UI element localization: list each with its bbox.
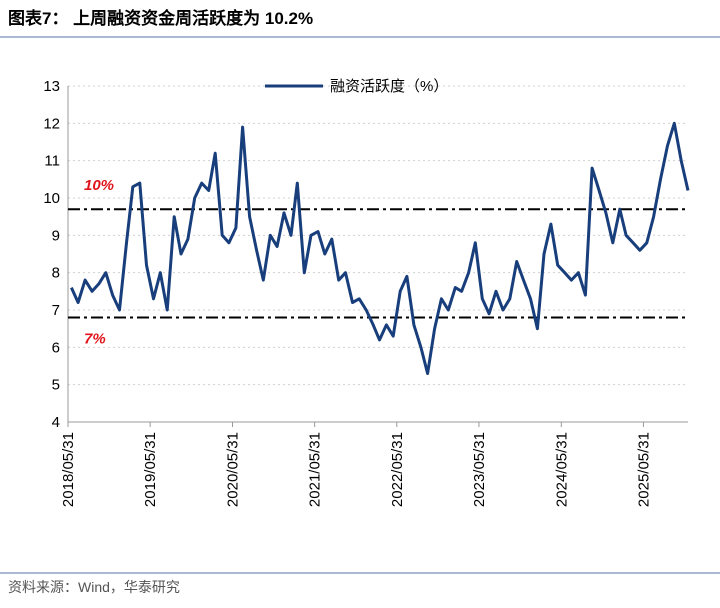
y-tick-label: 11 [44,153,60,170]
source: 资料来源：Wind，华泰研究 [8,579,180,595]
y-tick-label: 4 [52,414,60,431]
x-tick-label: 2025/05/31 [635,432,652,507]
y-tick-label: 6 [52,339,60,356]
annotation: 7% [84,330,106,347]
y-tick-label: 8 [52,265,60,282]
x-tick-label: 2022/05/31 [389,432,406,507]
y-tick-label: 13 [43,78,60,95]
chart-title: 图表7： 上周融资资金周活跃度为 10.2% [8,8,313,28]
x-tick-label: 2020/05/31 [225,432,242,507]
y-tick-label: 5 [52,377,60,394]
x-tick-label: 2019/05/31 [142,432,159,507]
y-tick-label: 12 [43,115,60,132]
x-tick-label: 2024/05/31 [553,432,570,507]
x-tick-label: 2018/05/31 [60,432,77,507]
y-tick-label: 9 [52,227,60,244]
legend-label: 融资活跃度（%） [330,78,448,95]
y-tick-label: 10 [43,190,60,207]
data-line [70,121,690,375]
y-tick-label: 7 [52,302,60,319]
annotation: 10% [84,177,114,194]
x-tick-label: 2023/05/31 [471,432,488,507]
x-tick-label: 2021/05/31 [307,432,324,507]
